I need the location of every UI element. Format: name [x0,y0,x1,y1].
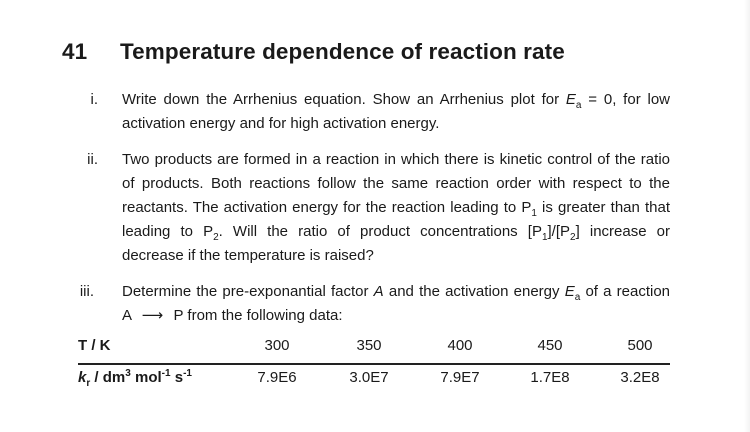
question-ii: ii. Two products are formed in a reactio… [87,148,670,268]
section-title: Temperature dependence of reaction rate [120,39,565,64]
table-row-temperature: T / K 300 350 400 450 500 [78,337,670,363]
question-text: Determine the pre-exponantial factor A a… [100,280,670,328]
variable-A: A [373,283,384,300]
superscript: 3 [125,368,131,379]
question-iii: iii. Determine the pre-exponantial facto… [80,280,670,328]
table-cell: 7.9E7 [440,369,480,386]
subscript: a [574,292,581,303]
text-run: Two products are formed in a reaction in… [122,151,670,216]
reaction-arrow-icon: ⟶ [141,307,164,324]
question-text: Write down the Arrhenius equation. Show … [100,88,670,136]
text-run: Write down the Arrhenius equation. Show … [122,91,566,108]
text-run: ] increase or decrease if the temperatur… [122,223,670,264]
text-run: is greater than that leading to P [122,199,670,240]
variable-k: k [78,369,87,386]
question-marker: i. [90,91,99,108]
section-heading: 41 Temperature dependence of reaction rat… [62,39,565,65]
rate-data-table: T / K 300 350 400 450 500 kr / dm3 mol-1… [78,337,670,389]
table-cell: 450 [537,337,563,354]
subscript: 1 [531,208,537,219]
table-cell: 500 [627,337,653,354]
section-number: 41 [62,39,88,64]
text-run: mol [130,369,162,386]
text-run: s [170,369,184,386]
question-i: i. Write down the Arrhenius equation. Sh… [91,88,671,136]
table-row-rate-constant: kr / dm3 mol-1 s-1 7.9E6 3.0E7 7.9E7 1.7… [78,369,670,395]
subscript: a [575,100,582,111]
text-run: = 0, for low activation energy and for h… [122,91,671,132]
text-run: of a reaction A [122,283,671,324]
question-marker: iii. [79,283,94,300]
subscript: 1 [541,232,548,243]
question-marker: ii. [87,151,98,168]
table-cell: 3.2E8 [620,369,660,386]
text-run: P from the following data: [169,307,343,324]
superscript: -1 [183,368,192,379]
variable-E: E [564,283,575,300]
table-cell: 350 [356,337,382,354]
table-cell: 300 [264,337,290,354]
row-label-temperature: T / K [78,337,111,354]
subscript: r [86,378,91,389]
table-cell: 1.7E8 [530,369,570,386]
table-cell: 7.9E6 [257,369,297,386]
subscript: 2 [570,232,576,243]
page-edge-shadow [744,0,750,432]
question-text: Two products are formed in a reaction in… [100,148,670,268]
subscript: 2 [213,232,219,243]
text-run: ]/[P [547,223,571,240]
text-run: Determine the pre-exponantial factor [122,283,374,300]
superscript: -1 [161,368,171,379]
table-cell: 3.0E7 [349,369,389,386]
variable-E: E [565,91,576,108]
table-divider [78,363,670,365]
row-label-rate-constant: kr / dm3 mol-1 s-1 [78,368,192,389]
text-run: and the activation energy [383,283,565,300]
text-run: . Will the ratio of product concentratio… [218,223,542,240]
table-cell: 400 [447,337,473,354]
text-run: / dm [90,369,126,386]
